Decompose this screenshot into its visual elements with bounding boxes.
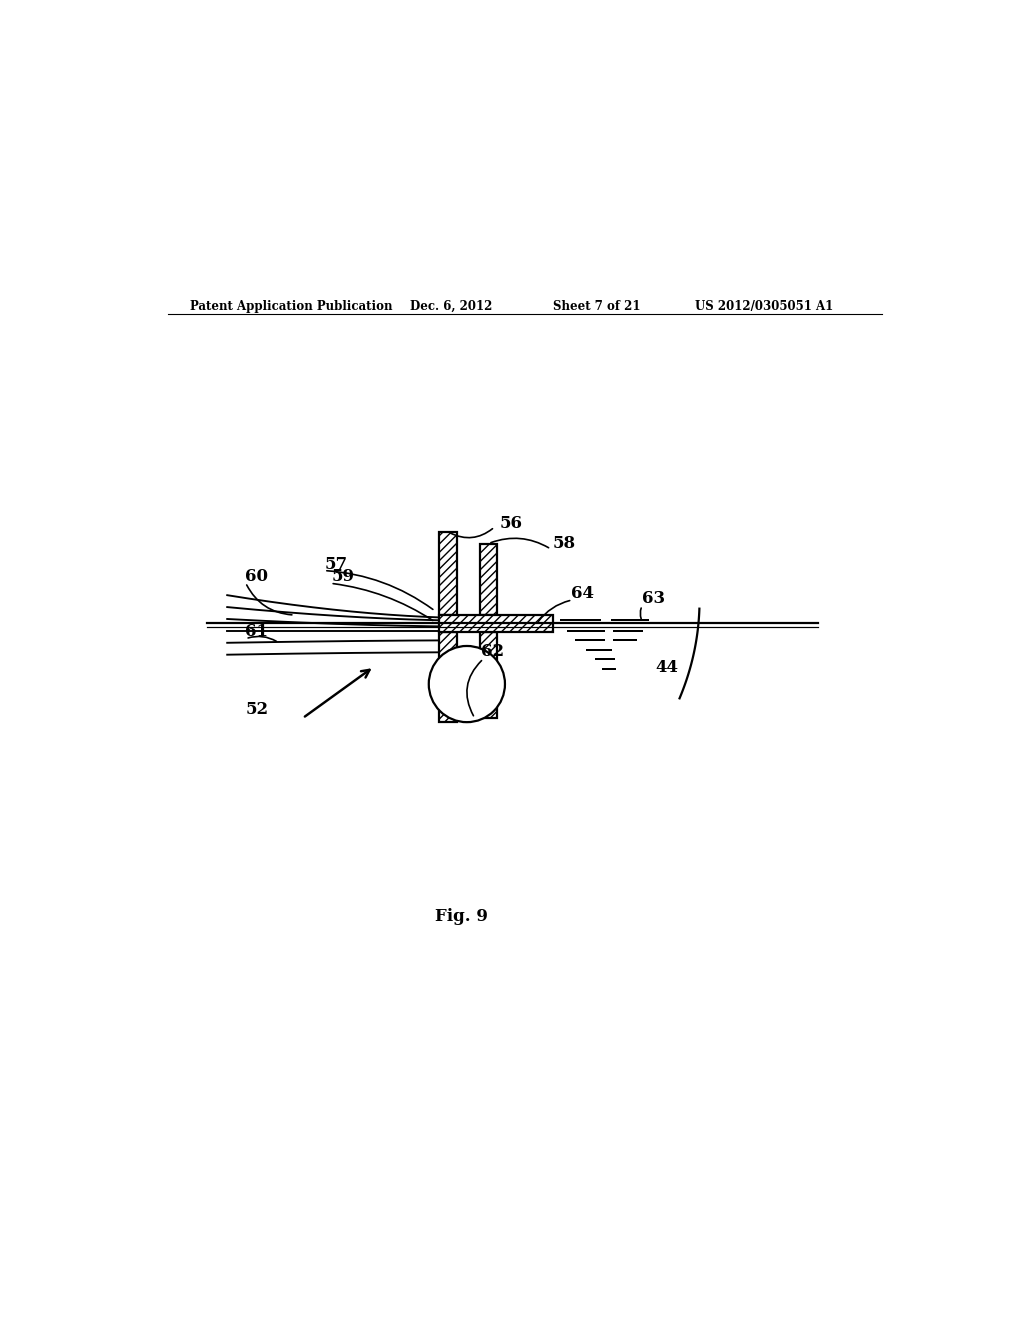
Text: 44: 44 (655, 659, 679, 676)
Text: US 2012/0305051 A1: US 2012/0305051 A1 (695, 300, 834, 313)
Text: 61: 61 (246, 623, 268, 640)
Text: 52: 52 (246, 701, 268, 718)
Text: 59: 59 (332, 568, 355, 585)
Polygon shape (439, 532, 457, 615)
Polygon shape (479, 632, 497, 718)
Text: Fig. 9: Fig. 9 (435, 908, 487, 924)
Text: 62: 62 (481, 643, 504, 660)
Polygon shape (439, 615, 553, 632)
Text: Patent Application Publication: Patent Application Publication (189, 300, 392, 313)
Text: 63: 63 (642, 590, 666, 607)
Polygon shape (439, 632, 457, 722)
Polygon shape (479, 544, 497, 615)
Text: 56: 56 (500, 515, 522, 532)
Text: 58: 58 (553, 535, 575, 552)
Circle shape (429, 645, 505, 722)
Text: 64: 64 (570, 585, 594, 602)
Text: Sheet 7 of 21: Sheet 7 of 21 (553, 300, 640, 313)
Text: Dec. 6, 2012: Dec. 6, 2012 (410, 300, 493, 313)
Text: 57: 57 (325, 556, 348, 573)
Text: 60: 60 (246, 568, 268, 585)
